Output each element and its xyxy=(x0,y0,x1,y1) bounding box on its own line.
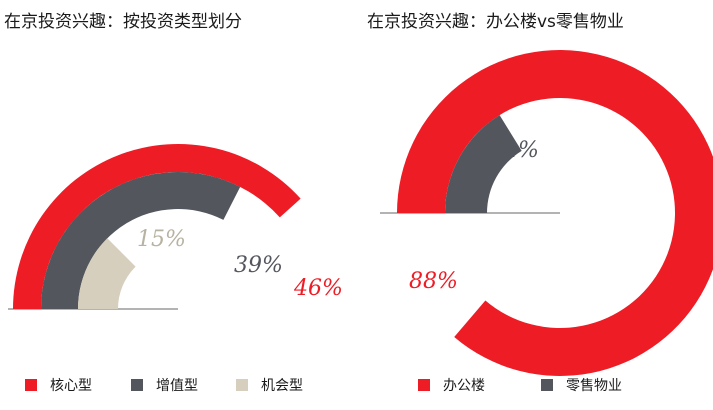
legend-item-opportunistic: 机会型 xyxy=(236,375,303,395)
arc-value-add xyxy=(41,171,241,309)
office-vs-retail-chart: 88% 12% xyxy=(380,50,713,376)
data-label-office: 88% xyxy=(409,269,458,294)
legend-label-retail: 零售物业 xyxy=(566,378,622,394)
arc-opportunistic xyxy=(78,238,136,309)
data-label-retail: 12% xyxy=(490,138,539,163)
arc-office xyxy=(397,50,713,376)
legend-item-office: 办公楼 xyxy=(418,375,485,395)
chart-title-office-vs-retail: 在京投资兴趣：办公楼vs零售物业 xyxy=(367,12,624,32)
legend-swatch-opportunistic xyxy=(236,379,248,391)
legend-label-opportunistic: 机会型 xyxy=(261,378,303,394)
legend-label-core: 核心型 xyxy=(50,378,92,394)
legend-swatch-retail xyxy=(541,379,553,391)
data-label-opportunistic: 15% xyxy=(137,227,186,252)
legend-swatch-value-add xyxy=(131,379,143,391)
chart-title-investment-type: 在京投资兴趣：按投资类型划分 xyxy=(4,12,242,32)
legend-item-retail: 零售物业 xyxy=(541,375,622,395)
legend-item-core: 核心型 xyxy=(25,375,92,395)
arc-retail xyxy=(445,115,522,213)
legend-swatch-office xyxy=(418,379,430,391)
legend-swatch-core xyxy=(25,379,37,391)
legend-item-value-add: 增值型 xyxy=(131,375,198,395)
legend-label-office: 办公楼 xyxy=(443,378,485,394)
data-label-core: 46% xyxy=(293,276,343,301)
investment-type-chart: 46% 39% 15% xyxy=(8,143,343,310)
legend-label-value-add: 增值型 xyxy=(156,378,198,394)
arc-core xyxy=(13,143,301,309)
data-label-value-add: 39% xyxy=(234,253,283,278)
